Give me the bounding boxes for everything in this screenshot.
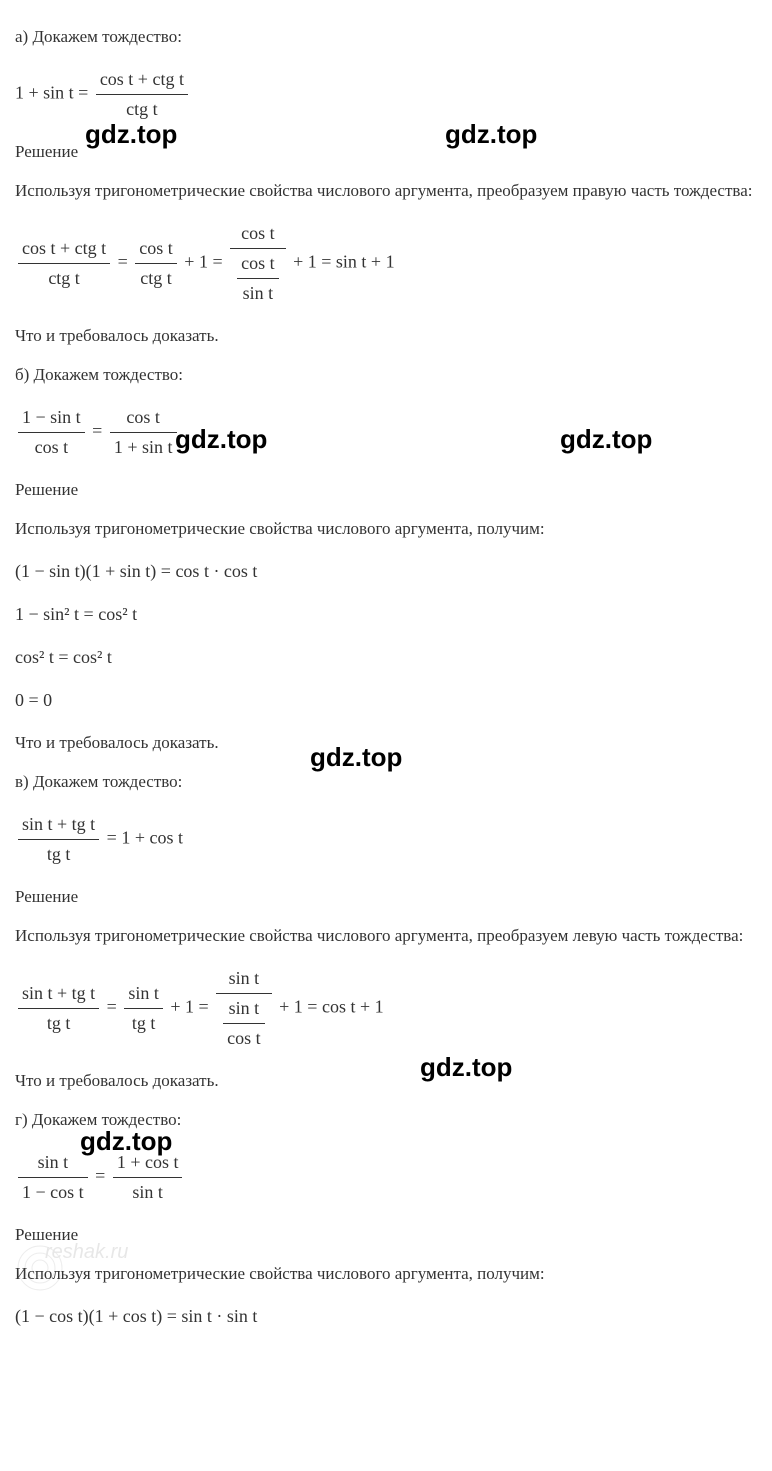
numerator: cos t (230, 220, 286, 249)
section-c-title: в) Докажем тождество: (15, 769, 757, 795)
fraction: 1 + cos t sin t (113, 1149, 183, 1206)
eq-sign: = (107, 996, 117, 1016)
denominator: cos t (18, 433, 85, 461)
fraction: sin t + tg t tg t (18, 980, 99, 1037)
numerator: cos t + ctg t (18, 235, 110, 264)
eq-sign: = (95, 1165, 105, 1185)
numerator: cos t + ctg t (96, 66, 188, 95)
denominator: ctg t (18, 264, 110, 292)
equation-a-steps: cos t + ctg t ctg t = cos t ctg t + 1 = … (15, 220, 757, 307)
fraction: cos t 1 + sin t (110, 404, 177, 461)
numerator: cos t (110, 404, 177, 433)
numerator: cos t (135, 235, 177, 264)
numerator: sin t (223, 995, 265, 1024)
equation-b-step4: 0 = 0 (15, 687, 757, 714)
numerator: 1 + cos t (113, 1149, 183, 1178)
section-b-title: б) Докажем тождество: (15, 362, 757, 388)
denominator: sin t (113, 1178, 183, 1206)
solution-label: Решение (15, 139, 757, 165)
denominator: cos t sin t (230, 249, 286, 307)
equation-d: sin t 1 − cos t = 1 + cos t sin t (15, 1149, 757, 1206)
eq-text: + 1 = (170, 996, 208, 1016)
denominator: ctg t (96, 95, 188, 123)
numerator: 1 − sin t (18, 404, 85, 433)
section-d-title: г) Докажем тождество: (15, 1107, 757, 1133)
denominator: sin t cos t (216, 994, 272, 1052)
numerator: sin t + tg t (18, 980, 99, 1009)
fraction: sin t sin t cos t (216, 965, 272, 1052)
numerator: cos t (237, 250, 279, 279)
qed: Что и требовалось доказать. (15, 1068, 757, 1094)
fraction: cos t ctg t (135, 235, 177, 292)
numerator: sin t + tg t (18, 811, 99, 840)
numerator: sin t (18, 1149, 88, 1178)
denominator: tg t (18, 1009, 99, 1037)
equation-a: 1 + sin t = cos t + ctg t ctg t (15, 66, 757, 123)
fraction: cos t + ctg t ctg t (96, 66, 188, 123)
denominator: 1 − cos t (18, 1178, 88, 1206)
qed: Что и требовалось доказать. (15, 730, 757, 756)
fraction: sin t tg t (124, 980, 163, 1037)
denominator: ctg t (135, 264, 177, 292)
denominator: cos t (223, 1024, 265, 1052)
qed: Что и требовалось доказать. (15, 323, 757, 349)
numerator: sin t (216, 965, 272, 994)
section-d-text: Используя тригонометрические свойства чи… (15, 1261, 757, 1287)
equation-c-steps: sin t + tg t tg t = sin t tg t + 1 = sin… (15, 965, 757, 1052)
solution-label: Решение (15, 477, 757, 503)
eq-sign: = (118, 251, 128, 271)
eq-text: = 1 + cos t (107, 827, 183, 847)
eq-text: + 1 = (184, 251, 222, 271)
section-a-text: Используя тригонометрические свойства чи… (15, 178, 757, 204)
equation-b: 1 − sin t cos t = cos t 1 + sin t (15, 404, 757, 461)
fraction: cos t + ctg t ctg t (18, 235, 110, 292)
solution-label: Решение (15, 1222, 757, 1248)
solution-label: Решение (15, 884, 757, 910)
fraction: sin t + tg t tg t (18, 811, 99, 868)
equation-d-step1: (1 − cos t)(1 + cos t) = sin t · sin t (15, 1303, 757, 1330)
fraction: 1 − sin t cos t (18, 404, 85, 461)
denominator: 1 + sin t (110, 433, 177, 461)
denominator: tg t (124, 1009, 163, 1037)
section-a-title: а) Докажем тождество: (15, 24, 757, 50)
denominator: tg t (18, 840, 99, 868)
eq-text: + 1 = cos t + 1 (279, 996, 383, 1016)
eq-sign: = (92, 420, 102, 440)
equation-b-step1: (1 − sin t)(1 + sin t) = cos t · cos t (15, 558, 757, 585)
section-c-text: Используя тригонометрические свойства чи… (15, 923, 757, 949)
eq-lhs: 1 + sin t = (15, 82, 88, 102)
section-b-text: Используя тригонометрические свойства чи… (15, 516, 757, 542)
equation-b-step3: cos² t = cos² t (15, 644, 757, 671)
denominator: sin t (237, 279, 279, 307)
eq-text: + 1 = sin t + 1 (293, 251, 394, 271)
equation-b-step2: 1 − sin² t = cos² t (15, 601, 757, 628)
equation-c: sin t + tg t tg t = 1 + cos t (15, 811, 757, 868)
fraction: sin t 1 − cos t (18, 1149, 88, 1206)
numerator: sin t (124, 980, 163, 1009)
fraction: cos t cos t sin t (230, 220, 286, 307)
